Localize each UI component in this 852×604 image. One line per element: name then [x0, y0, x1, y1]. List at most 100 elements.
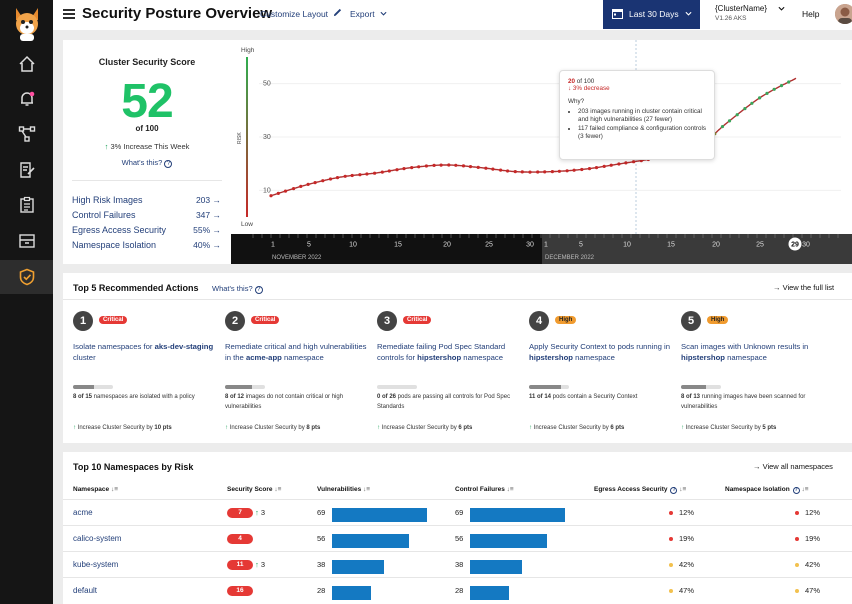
action-2[interactable]: 2 Critical Remediate critical and high vul…	[225, 311, 370, 436]
sort-icon[interactable]: ↓≡	[504, 486, 514, 493]
metric-control-failures[interactable]: Control Failures 347 →	[72, 210, 221, 224]
nav-home[interactable]	[0, 47, 53, 81]
trend-point[interactable]	[417, 165, 421, 169]
help-circle-icon[interactable]: ?	[670, 487, 678, 494]
trend-point[interactable]	[461, 164, 466, 168]
metric-high-risk-images[interactable]: High Risk Images 203 →	[72, 195, 221, 209]
nav-compliance[interactable]	[0, 188, 53, 222]
trend-point[interactable]	[328, 177, 333, 181]
trend-point[interactable]	[735, 113, 739, 117]
table-row[interactable]: kube-system 11 ↑ 3 38 38 42% 42%	[63, 551, 852, 577]
action-5[interactable]: 5 High Scan images with Unknown results in…	[681, 311, 826, 436]
trend-point[interactable]	[587, 167, 592, 171]
trend-point[interactable]	[439, 163, 443, 167]
action-title-link[interactable]: Remediate critical and high vulnerabilit…	[225, 342, 367, 362]
trend-point[interactable]	[580, 167, 584, 172]
trend-point[interactable]	[720, 125, 725, 129]
column-header[interactable]: Namespace ↓≡	[73, 486, 118, 493]
trend-point[interactable]	[424, 164, 428, 168]
table-row[interactable]: calico-system 4 56 56 19% 19%	[63, 525, 852, 551]
trend-point[interactable]	[380, 170, 384, 174]
trend-point[interactable]	[283, 189, 288, 193]
trend-point[interactable]	[550, 170, 554, 174]
trend-point[interactable]	[491, 167, 495, 171]
trend-point[interactable]	[350, 173, 354, 178]
trend-point[interactable]	[617, 162, 621, 166]
trend-point[interactable]	[787, 80, 791, 84]
trend-point[interactable]	[292, 187, 296, 191]
actions-whats-this-link[interactable]: What's this? ?	[212, 284, 263, 294]
export-dropdown[interactable]: Export	[350, 9, 375, 19]
column-header[interactable]: Control Failures ↓≡	[455, 486, 514, 493]
trend-point[interactable]	[499, 168, 503, 172]
nav-topology[interactable]	[0, 117, 53, 151]
metric-egress-access[interactable]: Egress Access Security 55% →	[72, 225, 221, 239]
trend-point[interactable]	[468, 165, 473, 169]
trend-point[interactable]	[750, 101, 754, 105]
namespace-link[interactable]: calico-system	[73, 534, 122, 543]
trend-point[interactable]	[727, 119, 732, 123]
chevron-down-icon[interactable]	[380, 11, 387, 17]
trend-point[interactable]	[276, 191, 280, 195]
action-1[interactable]: 1 Critical Isolate namespaces for aks-dev-…	[73, 311, 218, 436]
nav-inventory[interactable]	[0, 224, 53, 258]
view-full-list-link[interactable]: → View the full list	[773, 283, 834, 292]
nav-policies[interactable]	[0, 153, 53, 187]
trend-point[interactable]	[454, 163, 458, 167]
trend-point[interactable]	[572, 168, 576, 172]
trend-point[interactable]	[410, 166, 414, 170]
metric-namespace-isolation[interactable]: Namespace Isolation 40% →	[72, 240, 221, 254]
column-header[interactable]: Vulnerabilities ↓≡	[317, 486, 371, 493]
column-header[interactable]: Egress Access Security? ↓≡	[594, 486, 687, 494]
trend-point[interactable]	[594, 166, 599, 170]
date-range-button[interactable]: Last 30 Days	[603, 0, 700, 29]
trend-point[interactable]	[313, 181, 317, 185]
trend-point[interactable]	[306, 182, 310, 186]
trend-point[interactable]	[772, 87, 776, 91]
action-4[interactable]: 4 High Apply Security Context to pods runn…	[529, 311, 674, 436]
sort-icon[interactable]: ↓≡	[361, 486, 371, 493]
trend-point[interactable]	[299, 184, 303, 188]
action-title-link[interactable]: Remediate failing Pod Spec Standard cont…	[377, 342, 506, 362]
chevron-down-icon[interactable]	[778, 6, 785, 12]
trend-point[interactable]	[365, 172, 369, 176]
trend-point[interactable]	[476, 165, 480, 169]
trend-point[interactable]	[402, 167, 406, 171]
trend-point[interactable]	[743, 107, 747, 111]
sort-icon[interactable]: ↓≡	[677, 486, 687, 493]
trend-point[interactable]	[624, 161, 628, 165]
timeline-december[interactable]	[542, 234, 852, 264]
cluster-selector[interactable]: {ClusterName}	[715, 4, 768, 13]
pencil-icon[interactable]	[333, 8, 342, 17]
action-title-link[interactable]: Scan images with Unknown results in hips…	[681, 342, 809, 362]
namespace-link[interactable]: kube-system	[73, 560, 119, 569]
trend-point[interactable]	[520, 170, 524, 174]
trend-point[interactable]	[536, 170, 540, 174]
table-row[interactable]: acme 7 ↑ 3 69 69 12% 12%	[63, 499, 852, 525]
trend-point[interactable]	[358, 173, 362, 177]
selected-day-marker[interactable]	[788, 237, 802, 251]
trend-point[interactable]	[373, 171, 377, 175]
help-circle-icon[interactable]: ?	[792, 487, 800, 494]
trend-point[interactable]	[557, 169, 561, 173]
trend-point[interactable]	[632, 160, 636, 164]
trend-point[interactable]	[543, 170, 547, 174]
trend-point[interactable]	[269, 194, 273, 198]
help-link[interactable]: Help	[802, 9, 820, 19]
column-header[interactable]: Security Score ↓≡	[227, 486, 282, 493]
trend-point[interactable]	[758, 96, 762, 100]
trend-point[interactable]	[395, 168, 399, 172]
trend-point[interactable]	[447, 163, 451, 167]
trend-point[interactable]	[484, 166, 488, 170]
trend-point[interactable]	[602, 164, 606, 168]
trend-point[interactable]	[343, 174, 347, 178]
trend-point[interactable]	[528, 170, 532, 174]
table-row[interactable]: default 16 28 28 47% 47%	[63, 577, 852, 603]
trend-point[interactable]	[565, 169, 569, 173]
trend-point[interactable]	[432, 163, 436, 167]
nav-alerts[interactable]	[0, 82, 53, 116]
avatar[interactable]	[835, 4, 852, 24]
fox-logo-icon[interactable]	[11, 6, 43, 42]
action-title-link[interactable]: Apply Security Context to pods running i…	[529, 342, 671, 362]
namespace-link[interactable]: default	[73, 586, 98, 595]
